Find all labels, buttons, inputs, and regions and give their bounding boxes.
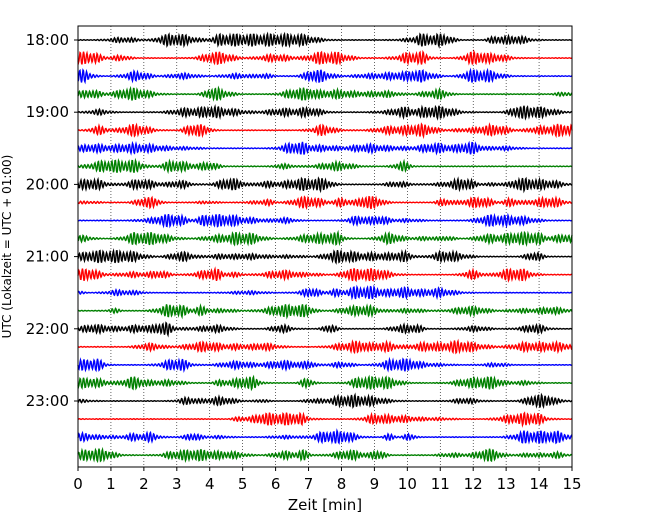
x-tick-label: 6 — [271, 475, 281, 493]
seismic-trace — [77, 85, 573, 102]
x-tick-label: 3 — [172, 475, 182, 493]
seismic-trace — [77, 411, 573, 428]
x-tick-label: 5 — [238, 475, 248, 493]
seismic-traces — [77, 31, 573, 464]
seismic-trace — [77, 157, 573, 175]
y-tick-label: 19:00 — [26, 103, 69, 121]
x-tick-label: 12 — [464, 475, 483, 493]
y-axis-label: UTC (Lokalzeit = UTC + 01:00) — [0, 155, 14, 339]
seismic-trace — [77, 356, 573, 373]
seismic-trace — [77, 195, 573, 210]
x-tick-label: 1 — [106, 475, 116, 493]
seismic-trace — [77, 103, 573, 121]
seismic-trace — [77, 321, 573, 338]
y-tick-label: 21:00 — [26, 248, 69, 266]
seismic-trace — [77, 428, 573, 445]
seismic-trace — [77, 374, 573, 392]
x-tick-label: 8 — [337, 475, 347, 493]
plot-frame — [77, 25, 573, 468]
x-tick-label: 0 — [73, 475, 83, 493]
x-tick-label: 13 — [497, 475, 516, 493]
seismic-trace — [77, 446, 573, 464]
seismic-trace — [77, 338, 573, 355]
y-tick-label: 22:00 — [26, 320, 69, 338]
x-tick-label: 9 — [370, 475, 380, 493]
x-axis-ticks: 0 1 2 3 4 5 6 7 8 9 10 11 12 13 14 15 — [73, 467, 582, 493]
x-tick-label: 4 — [205, 475, 215, 493]
seismic-trace — [77, 31, 573, 49]
x-axis-label: Zeit [min] — [288, 496, 362, 514]
seismic-trace — [77, 67, 573, 85]
seismic-trace — [77, 212, 573, 229]
seismic-trace — [77, 176, 573, 194]
x-tick-label: 11 — [431, 475, 450, 493]
y-axis-ticks: 18:00 19:00 20:00 21:00 22:00 23:00 — [26, 31, 78, 410]
seismic-trace — [77, 392, 573, 410]
seismic-trace — [77, 229, 573, 248]
seismic-trace — [77, 303, 573, 320]
seismic-trace — [77, 122, 573, 140]
y-tick-label: 20:00 — [26, 175, 69, 193]
x-tick-label: 2 — [139, 475, 149, 493]
seismic-trace — [77, 49, 573, 66]
x-tick-label: 14 — [530, 475, 549, 493]
seismic-trace — [77, 284, 573, 301]
seismic-trace — [77, 266, 573, 283]
x-tick-label: 10 — [398, 475, 417, 493]
y-tick-label: 18:00 — [26, 31, 69, 49]
seismic-trace — [77, 248, 573, 265]
seismic-trace — [77, 140, 573, 156]
x-tick-label: 15 — [562, 475, 581, 493]
x-tick-label: 7 — [304, 475, 314, 493]
y-tick-label: 23:00 — [26, 392, 69, 410]
